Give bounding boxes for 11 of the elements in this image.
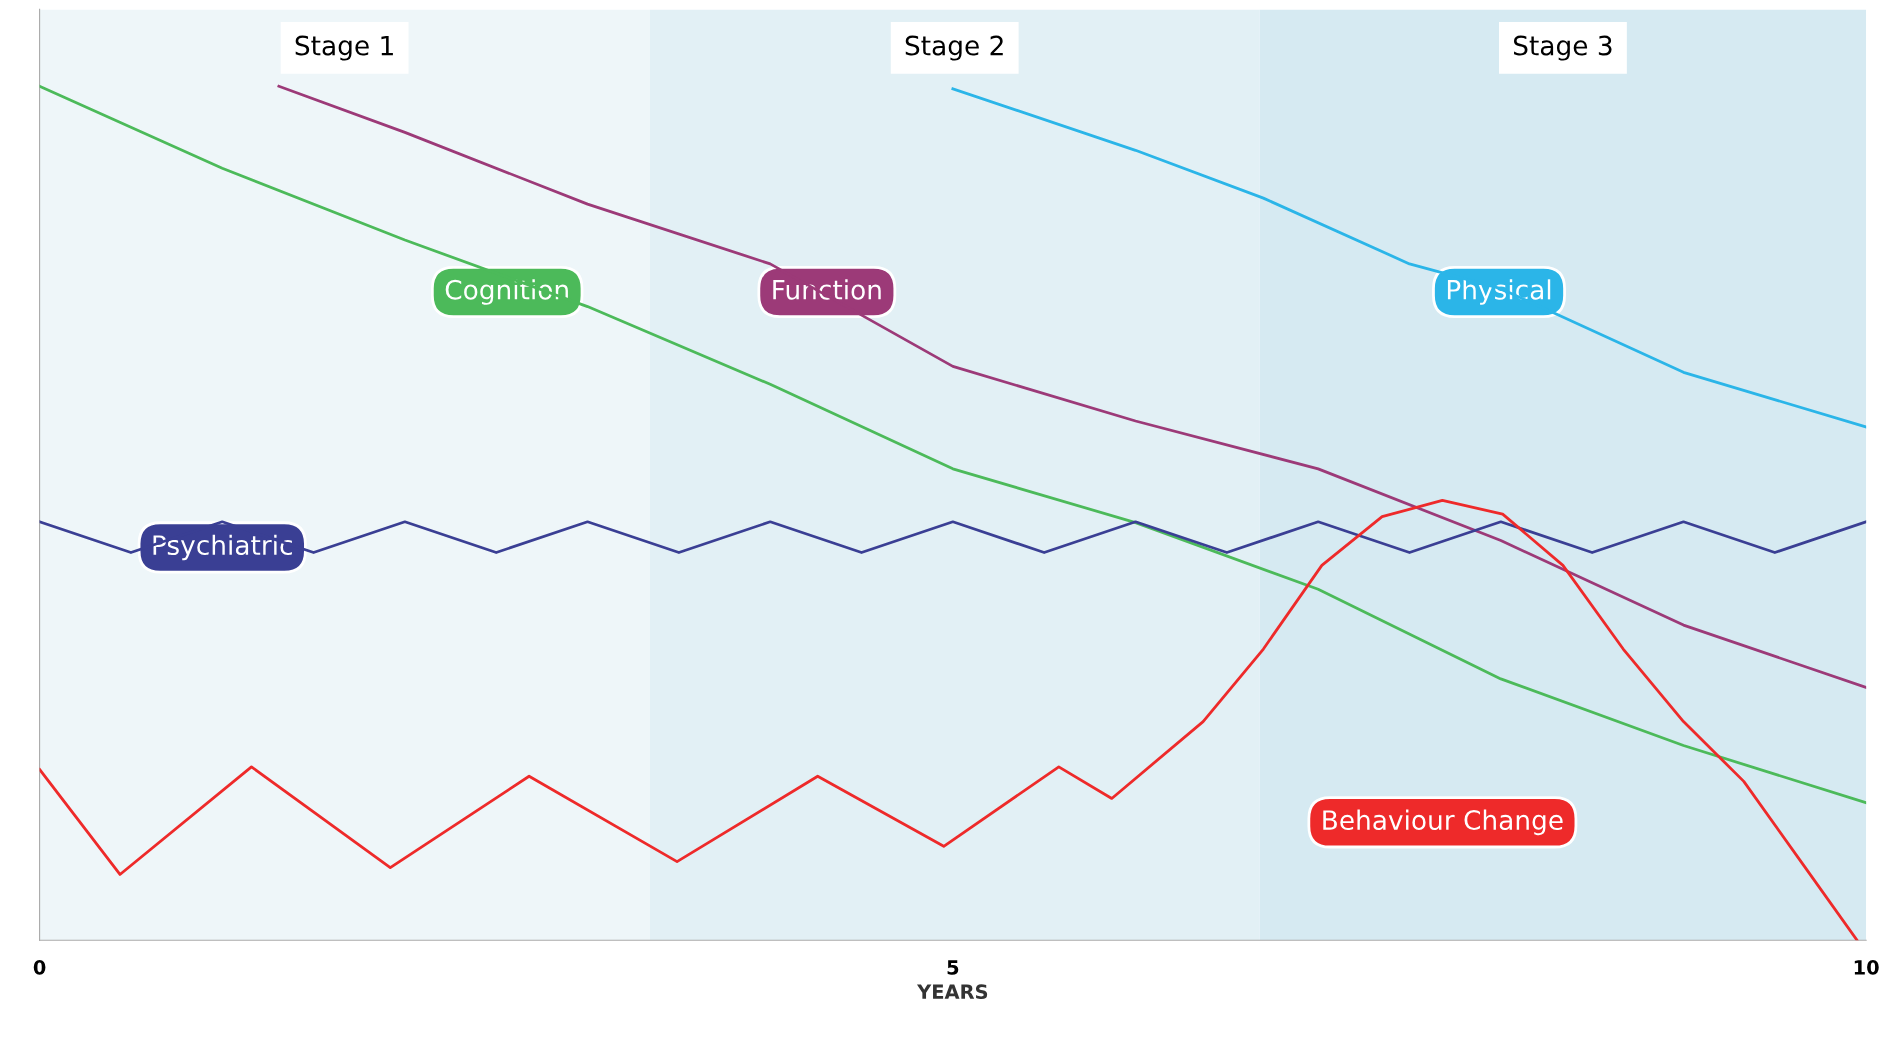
- band-label: Stage 3: [1513, 35, 1612, 61]
- band-label: Stage 2: [905, 35, 1003, 61]
- series-label: Psychiatric: [153, 534, 292, 561]
- text: Behaviour Change: [1323, 809, 1563, 836]
- x-tick-label: 10: [1854, 959, 1879, 975]
- x-tick-label: 5: [947, 960, 959, 975]
- x-axis-title: YEARS: [916, 984, 988, 1000]
- x-tick-label: 0: [33, 959, 46, 975]
- series-label: Function: [773, 279, 881, 300]
- series-label: Cognition: [445, 279, 568, 305]
- band-label: Stage 1: [295, 35, 393, 61]
